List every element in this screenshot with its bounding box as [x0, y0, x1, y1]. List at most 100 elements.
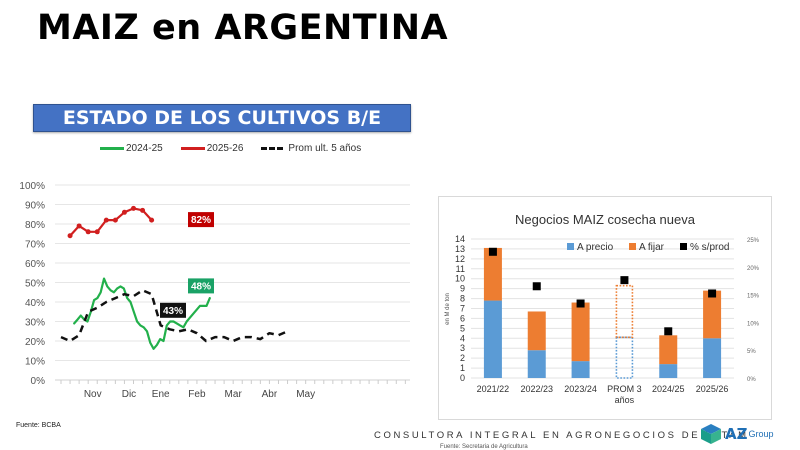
data-point [67, 233, 73, 239]
bar-segment-a-precio [703, 338, 722, 378]
legend-swatch [180, 147, 205, 150]
x-tick-label: 2023/24 [564, 384, 597, 394]
page-title: MAIZ en ARGENTINA [37, 8, 449, 48]
footer-tagline: CONSULTORA INTEGRAL EN AGRONEGOCIOS DE L… [374, 430, 749, 441]
legend-label: A precio [577, 242, 614, 253]
pct-marker [576, 299, 585, 308]
x-tick-label: PROM 3 [607, 384, 642, 394]
y-tick-label: 9 [460, 284, 465, 294]
bar-segment-a-precio [483, 300, 502, 378]
section-banner: ESTADO DE LOS CULTIVOS B/E MAIZ [33, 104, 411, 155]
data-label: 48% [191, 281, 211, 292]
x-tick-label-may: May [296, 389, 315, 400]
legend-swatch [261, 147, 284, 150]
logo-text: AZ [725, 425, 748, 443]
x-tick-label: 2024/25 [652, 384, 685, 394]
y-tick-label: 20% [25, 337, 45, 348]
source-note: Fuente: BCBA [16, 422, 61, 429]
data-label: 82% [191, 215, 211, 226]
bar-segment-a-fijar [571, 302, 590, 362]
legend-label: % s/prod [690, 242, 729, 253]
y2-tick-label: 20% [747, 266, 760, 272]
y-tick-label: 0% [31, 376, 46, 387]
data-point [103, 217, 109, 223]
series-line-2025-26 [69, 207, 153, 237]
y-tick-label: 13 [455, 244, 465, 254]
x-tick-label-abr: Abr [262, 389, 278, 400]
legend-label: A fijar [639, 242, 665, 253]
footer-source: Fuente: Secretaria de Agricultura [440, 444, 528, 450]
x-tick-label: 2025/26 [696, 384, 729, 394]
bar-segment-a-fijar [483, 247, 502, 301]
data-point [112, 217, 118, 223]
y-tick-label: 3 [460, 343, 465, 353]
data-point [130, 205, 136, 211]
legend-swatch [100, 147, 124, 150]
legend-swatch [567, 243, 574, 250]
line-chart-legend: 2024-25 2025-26 Prom ult. 5 años [100, 143, 361, 154]
y-tick-label: 30% [25, 318, 45, 329]
bar-segment-a-fijar [527, 311, 546, 351]
legend-item-prom: Prom ult. 5 años [261, 143, 361, 154]
y-tick-label: 90% [25, 201, 45, 212]
y2-tick-label: 5% [747, 349, 756, 355]
y-tick-label: 10 [455, 274, 465, 284]
y-tick-label: 4 [460, 333, 465, 343]
data-point [140, 207, 146, 213]
pct-marker [708, 289, 717, 298]
y-tick-label: 80% [25, 220, 45, 231]
y-tick-label: 50% [25, 279, 45, 290]
legend-label: 2024-25 [126, 143, 163, 154]
company-logo: AZ Group [700, 423, 774, 445]
y-tick-label: 8 [460, 294, 465, 304]
cube-logo-icon [701, 424, 721, 444]
data-point [85, 229, 91, 235]
data-point [149, 217, 155, 223]
pct-marker [488, 247, 497, 256]
data-point [94, 229, 100, 235]
y2-tick-label: 25% [747, 238, 760, 244]
data-label-box [188, 278, 214, 294]
y2-tick-label: 15% [747, 294, 760, 300]
y-tick-label: 5 [460, 323, 465, 333]
legend-label: 2025-26 [206, 143, 244, 154]
y2-tick-label: 0% [747, 377, 756, 383]
y-tick-label: 11 [456, 264, 465, 274]
y-tick-label: 14 [455, 234, 465, 244]
y-tick-label: 60% [25, 259, 45, 270]
y-tick-label: 7 [460, 304, 465, 314]
legend-swatch [680, 243, 687, 250]
x-tick-label-dic: Dic [122, 389, 136, 400]
x-tick-label-nov: Nov [84, 389, 102, 400]
data-label: 43% [163, 306, 183, 317]
y-tick-label: 2 [460, 353, 465, 363]
y-tick-label: 10% [25, 357, 45, 368]
legend-label: Prom ult. 5 años [288, 143, 362, 154]
pct-marker [620, 276, 629, 285]
data-point [121, 209, 127, 215]
bar-segment-a-precio [527, 350, 546, 378]
y-tick-label: 70% [25, 240, 45, 251]
bar-segment-a-fijar [615, 284, 634, 339]
y-tick-label: 0 [460, 373, 465, 383]
x-tick-label-ene: Ene [152, 389, 170, 400]
y2-tick-label: 10% [747, 321, 760, 327]
x-tick-label-feb: Feb [188, 389, 206, 400]
x-tick-label-mar: Mar [225, 389, 243, 400]
pct-marker [664, 327, 673, 336]
bar-segment-a-precio [571, 361, 590, 378]
x-tick-label: años [615, 395, 635, 405]
x-tick-label: 2022/23 [520, 384, 553, 394]
y-tick-label: 12 [455, 254, 465, 264]
logo-subtext: Group [748, 429, 774, 439]
bar-chart-title: Negocios MAIZ cosecha nueva [515, 212, 696, 227]
series-line-prom-ult-5-a-os [60, 289, 288, 343]
data-label-box [160, 302, 186, 318]
bar-chart: Negocios MAIZ cosecha nueva0123456789101… [445, 212, 760, 405]
y-tick-label: 40% [25, 298, 45, 309]
legend-swatch [629, 243, 636, 250]
y-tick-label: 6 [460, 313, 465, 323]
y-axis-label: en M de ton [445, 293, 451, 325]
bar-segment-a-fijar [703, 290, 722, 339]
line-chart: 0% 10% 20% 30% 40% 50% 60% 70% 80% 90% 100% Nov Dic E… [19, 181, 410, 400]
